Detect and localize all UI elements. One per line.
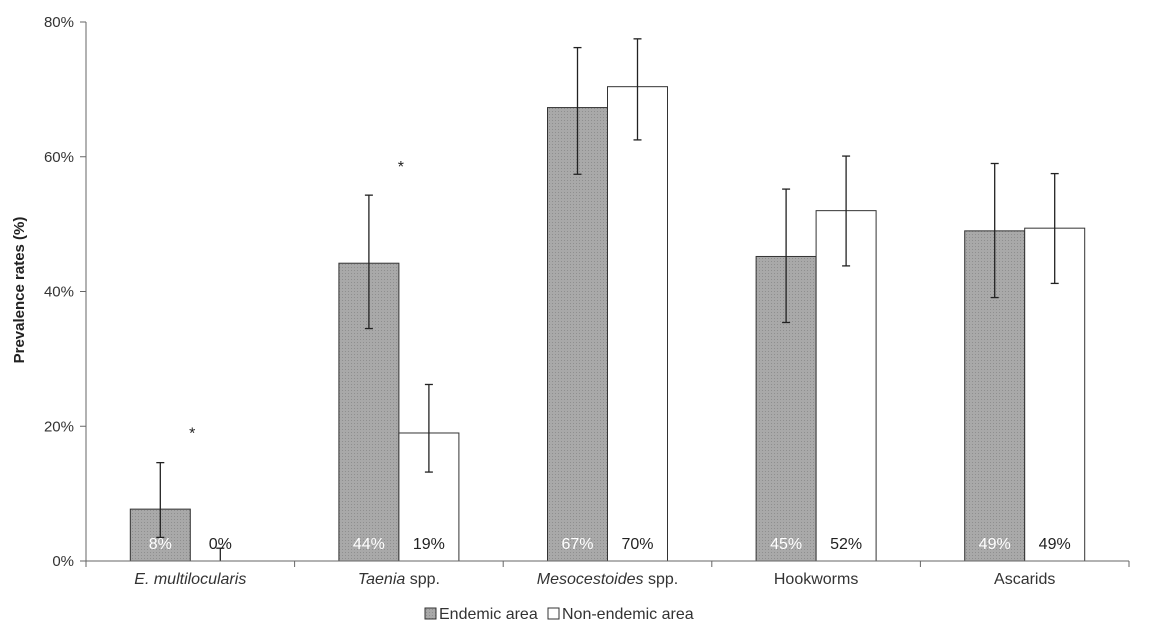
bar <box>607 86 668 562</box>
data-label: 52% <box>830 536 862 553</box>
x-category-label: E. multilocularis <box>134 571 246 588</box>
y-tick-label: 80% <box>44 14 74 31</box>
value-labels: 8% 44% 67% 45% 49% 0% 19% 70% 52% 49% <box>149 536 1071 553</box>
significance-marker: * <box>398 159 404 176</box>
data-label: 45% <box>770 536 802 553</box>
error-bar <box>364 194 373 330</box>
x-category-label: Mesocestoides spp. <box>537 571 678 588</box>
error-bar <box>216 547 225 561</box>
annotations: ** <box>189 159 404 442</box>
data-label: 67% <box>561 536 593 553</box>
legend-label: Non-endemic area <box>562 606 694 623</box>
x-category-label: Taenia spp. <box>358 571 440 588</box>
significance-marker: * <box>189 425 195 442</box>
x-category-label: Ascarids <box>994 571 1055 588</box>
error-bar <box>1050 172 1059 285</box>
error-bar <box>842 155 851 267</box>
data-label: 0% <box>209 536 232 553</box>
legend: Endemic area Non-endemic area <box>424 606 694 623</box>
legend-swatch <box>424 607 437 620</box>
error-bar <box>424 383 433 473</box>
y-axis: 0% 20% 40% 60% 80% <box>44 14 87 570</box>
legend-label: Endemic area <box>439 606 538 623</box>
data-label: 49% <box>979 536 1011 553</box>
x-axis: E. multilocularis Taenia spp. Mesocestoide… <box>85 560 1130 588</box>
data-label: 49% <box>1039 536 1071 553</box>
bars <box>129 86 1086 562</box>
error-bar <box>573 46 582 175</box>
y-tick-label: 0% <box>52 553 74 570</box>
data-label: 70% <box>621 536 653 553</box>
error-bars <box>156 38 1059 561</box>
error-bar <box>633 38 642 141</box>
data-label: 44% <box>353 536 385 553</box>
y-tick-label: 60% <box>44 149 74 166</box>
y-tick-label: 40% <box>44 284 74 301</box>
y-tick-label: 20% <box>44 418 74 435</box>
legend-swatch <box>547 607 560 620</box>
x-category-label: Hookworms <box>774 571 858 588</box>
bar <box>547 107 608 562</box>
data-label: 19% <box>413 536 445 553</box>
error-bar <box>990 162 999 299</box>
bar <box>815 210 877 562</box>
y-axis-label: Prevalence rates (%) <box>11 217 28 364</box>
error-bar <box>782 188 791 324</box>
data-label: 8% <box>149 536 172 553</box>
error-bar <box>156 461 165 539</box>
